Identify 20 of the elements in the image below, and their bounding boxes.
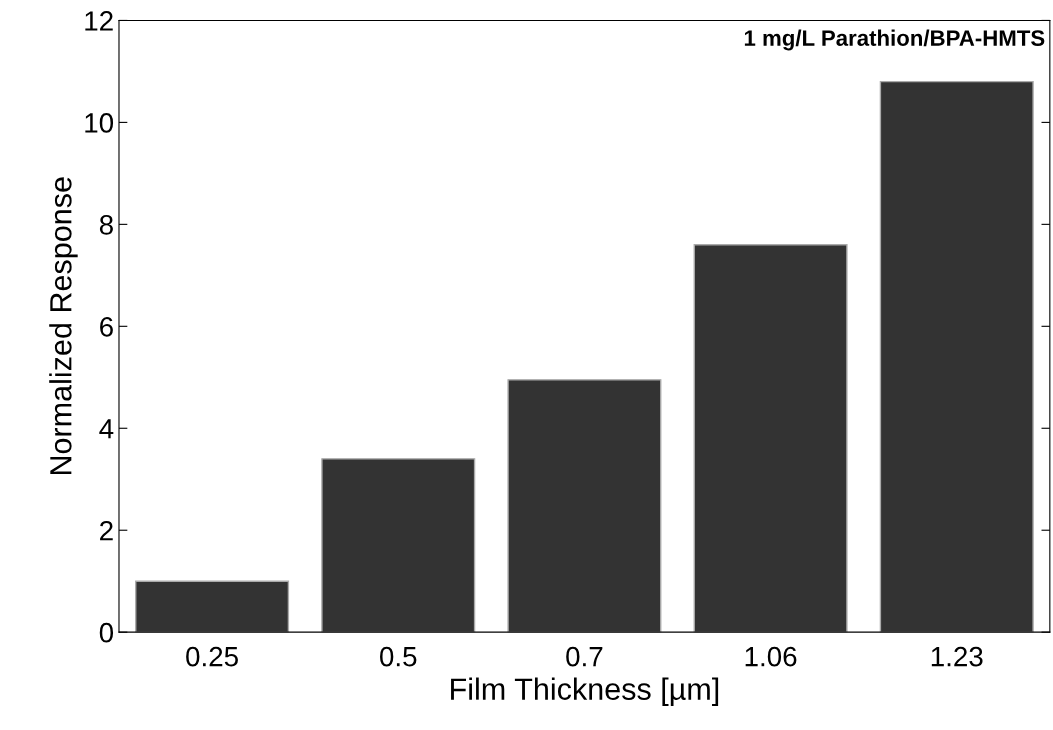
x-tick-label: 1.23 bbox=[931, 646, 983, 667]
bar bbox=[693, 244, 848, 633]
bar bbox=[879, 80, 1034, 633]
y-axis-title: Normalized Response bbox=[49, 177, 78, 475]
bar bbox=[507, 379, 662, 633]
y-tick-label: 4 bbox=[99, 419, 114, 439]
x-tick-label: 1.06 bbox=[745, 646, 797, 667]
bar bbox=[321, 458, 476, 633]
y-tick-label: 8 bbox=[99, 215, 113, 235]
x-tick-label: 0.25 bbox=[186, 646, 238, 667]
y-tick-label: 0 bbox=[99, 622, 114, 643]
y-tick-label: 12 bbox=[85, 11, 113, 31]
y-tick-label: 10 bbox=[85, 113, 114, 133]
x-axis-title: Film Thickness [µm] bbox=[451, 677, 719, 706]
x-tick-label: 0.7 bbox=[566, 646, 603, 667]
y-tick-label: 6 bbox=[100, 316, 113, 337]
x-tick-label: 0.5 bbox=[380, 646, 417, 667]
bar bbox=[135, 580, 290, 633]
annotation: 1 mg/L Parathion/BPA-HMTS bbox=[744, 29, 1045, 51]
y-tick-label: 2 bbox=[100, 520, 113, 541]
